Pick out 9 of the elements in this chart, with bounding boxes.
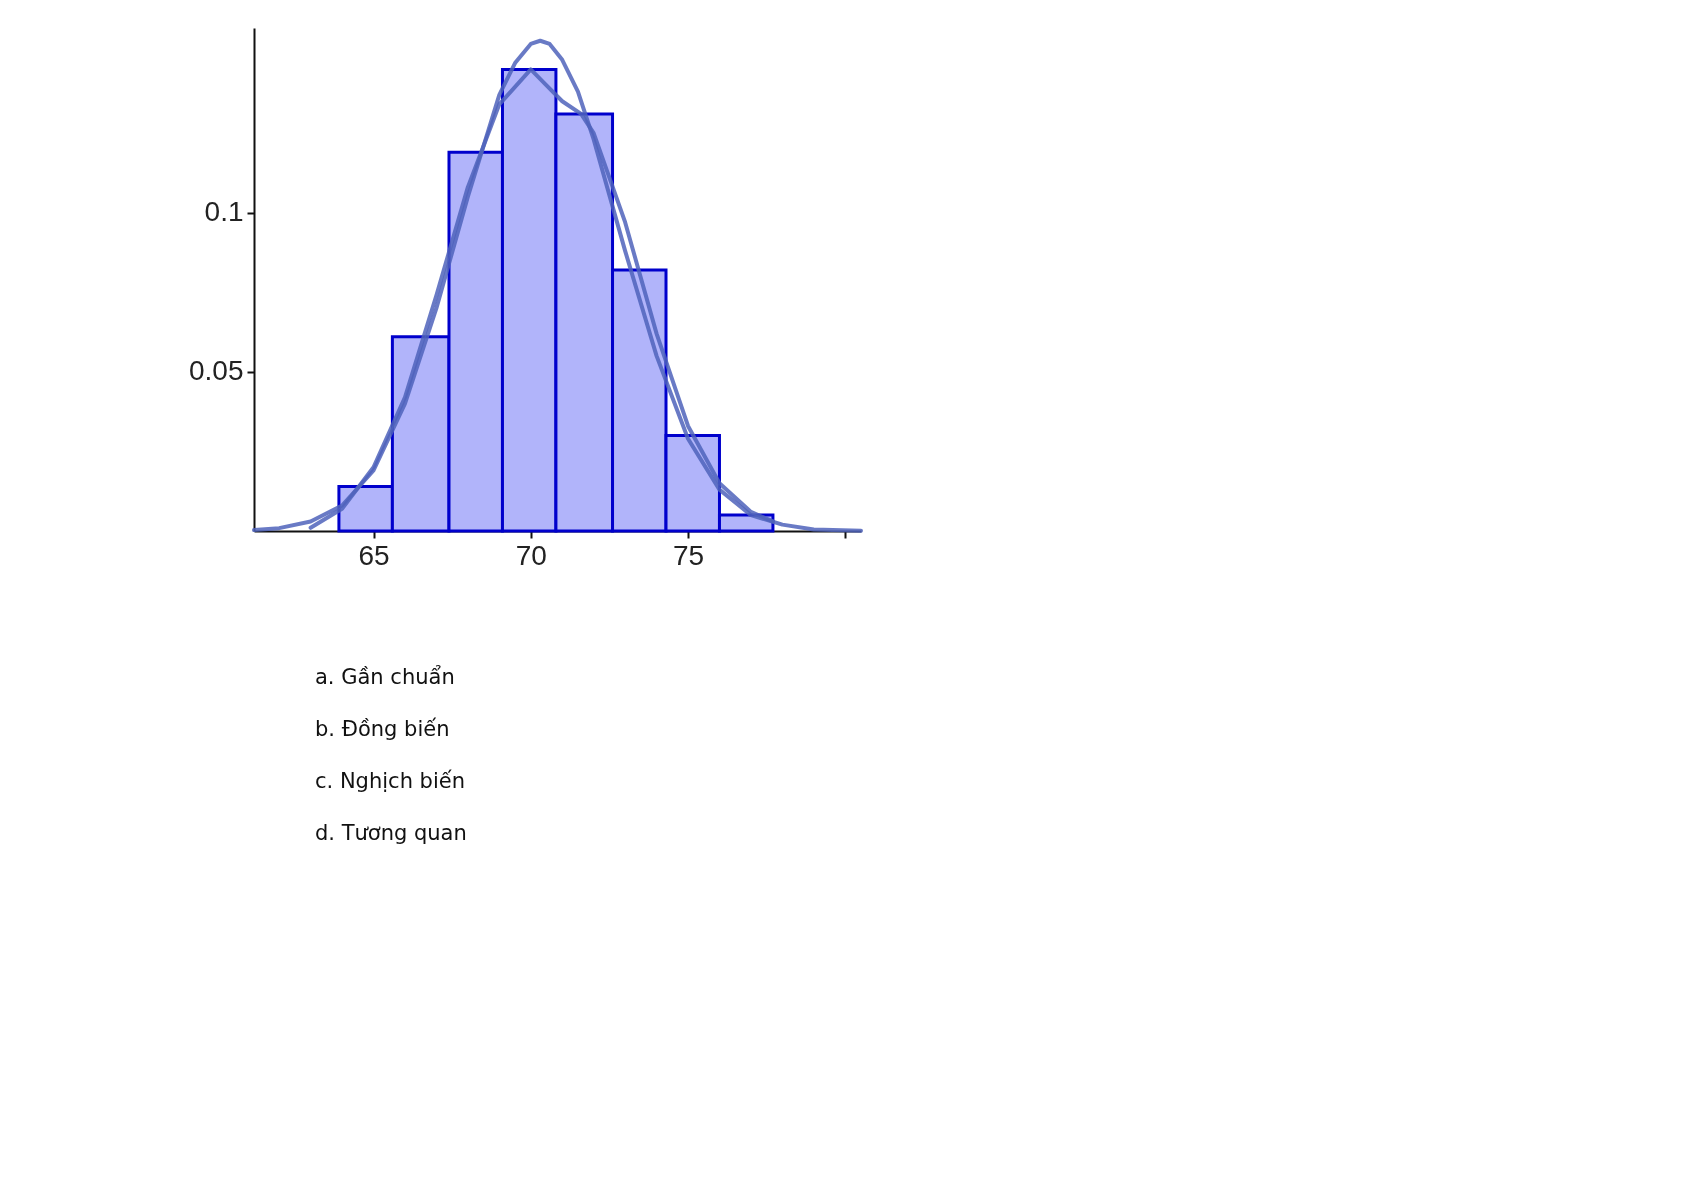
x-tick-label: 65	[358, 539, 390, 571]
text: c. Nghịch biến	[315, 769, 466, 793]
x-tick-label: 70	[515, 539, 547, 571]
text: b. Đồng biến	[315, 717, 450, 741]
text: a. Gần chuẩn	[315, 665, 455, 689]
text: d. Tương quan	[315, 821, 467, 845]
x-tick-label: 75	[672, 539, 705, 571]
y-tick-label: 0.1	[204, 196, 244, 228]
y-tick-label: 0.05	[189, 355, 244, 387]
